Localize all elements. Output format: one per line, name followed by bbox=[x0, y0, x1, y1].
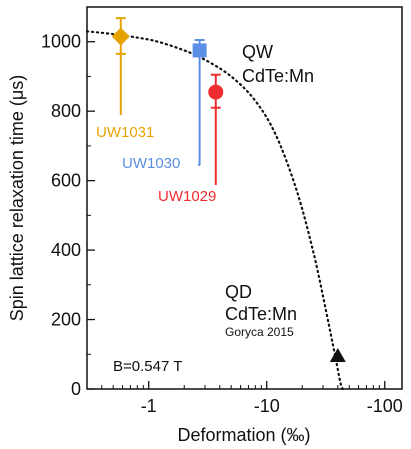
label-uw1030: UW1030 bbox=[122, 155, 180, 172]
fit-curve bbox=[85, 30, 344, 391]
y-axis-ticks: 0 200 400 600 800 1000 bbox=[41, 32, 95, 399]
annotation-qd-reference: Goryca 2015 bbox=[225, 325, 294, 339]
y-tick-label: 200 bbox=[51, 310, 81, 330]
annotation-field: B=0.547 T bbox=[113, 358, 182, 375]
label-uw1029: UW1029 bbox=[158, 188, 216, 205]
y-tick-label: 1000 bbox=[41, 32, 81, 52]
data-points bbox=[111, 17, 346, 363]
point-uw1031 bbox=[111, 27, 130, 46]
y-tick-label: 0 bbox=[71, 379, 81, 399]
annotation-qw-line2: CdTe:Mn bbox=[242, 66, 314, 86]
point-uw1030 bbox=[192, 43, 207, 58]
x-axis-ticks: -1 -10 -100 bbox=[86, 381, 403, 416]
y-tick-label: 400 bbox=[51, 240, 81, 260]
label-leader-lines bbox=[119, 53, 217, 185]
x-tick-label: -10 bbox=[254, 396, 280, 416]
x-tick-label: -1 bbox=[141, 396, 157, 416]
x-axis-label: Deformation (‰) bbox=[177, 425, 310, 445]
annotation-qw-line1: QW bbox=[242, 42, 273, 62]
annotation-qd-line1: QD bbox=[225, 282, 252, 302]
plot-frame bbox=[86, 6, 403, 390]
label-uw1031: UW1031 bbox=[96, 124, 154, 141]
point-goryca-2015 bbox=[329, 348, 346, 363]
y-axis-label: Spin lattice relaxation time (μs) bbox=[7, 75, 27, 321]
x-tick-label: -100 bbox=[367, 396, 403, 416]
y-tick-label: 600 bbox=[51, 171, 81, 191]
point-uw1029 bbox=[208, 84, 224, 100]
annotation-qd-line2: CdTe:Mn bbox=[225, 304, 297, 324]
y-tick-label: 800 bbox=[51, 101, 81, 121]
